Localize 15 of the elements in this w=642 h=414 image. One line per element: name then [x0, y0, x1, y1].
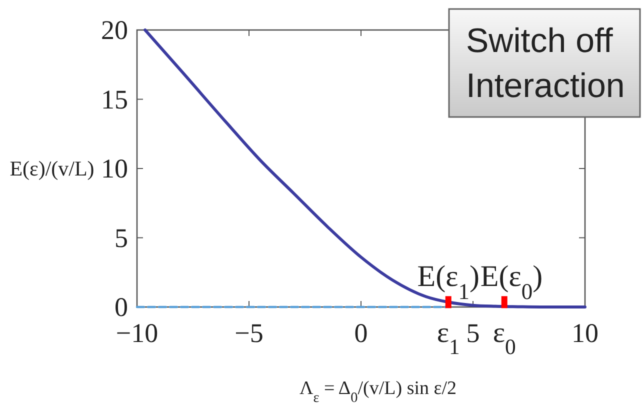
- y-tick-label: 10: [101, 154, 128, 184]
- text: ε$_{0}$: [492, 317, 516, 359]
- y-axis-title: E(ε)/(v/L): [10, 156, 94, 180]
- y-tick-label: 5: [114, 222, 128, 253]
- y-tick-label: 20: [101, 15, 128, 45]
- y-tick-label: 15: [101, 84, 128, 114]
- annotation: E(ε$_{1}$): [417, 260, 480, 304]
- annotation: Switch off Interaction: [466, 22, 625, 105]
- x-axis-title: Λ$_{ε}$ = Δ$_{0}$/(v/L) sin ε/2: [299, 378, 457, 406]
- x-tick-label: 10: [572, 318, 598, 348]
- x-tick-label: 5: [466, 318, 480, 348]
- text: ε$_{1}$: [436, 317, 460, 359]
- x-tick-label: 0: [354, 318, 368, 348]
- x-tick-label: −5: [234, 318, 264, 348]
- annotation: E(ε$_{0}$): [480, 260, 543, 304]
